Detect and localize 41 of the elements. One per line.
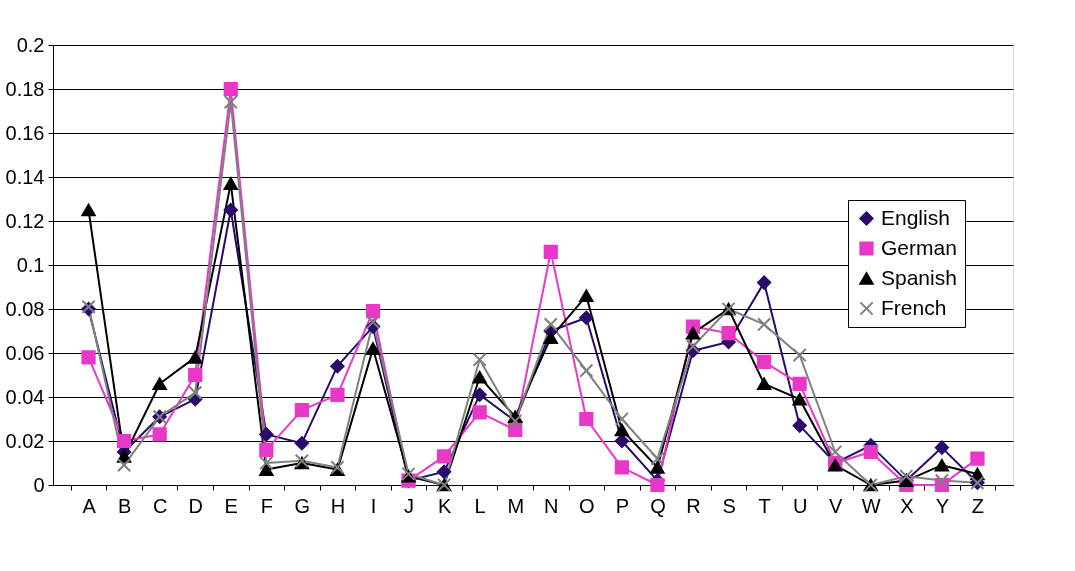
- y-tick-label: 0.1: [16, 253, 45, 276]
- y-tick-label: 0.02: [5, 429, 45, 452]
- x-tick-label: L: [474, 494, 486, 517]
- x-tick-label: F: [260, 494, 273, 517]
- x-tick-label: Q: [650, 494, 666, 517]
- x-tick-label: J: [404, 494, 415, 517]
- x-tick-label: H: [330, 494, 346, 517]
- x-tick-label: B: [117, 494, 132, 517]
- x-tick-label: X: [900, 494, 914, 517]
- y-tick-label: 0.14: [5, 165, 45, 188]
- x-tick-label: Y: [935, 494, 950, 517]
- y-tick-label: 0.06: [5, 341, 45, 364]
- y-tick-label: 0.16: [5, 121, 45, 144]
- x-tick-label: A: [82, 494, 97, 517]
- y-tick-label: 0.04: [5, 385, 45, 408]
- legend-label: German: [881, 235, 957, 259]
- x-tick-label: T: [758, 494, 771, 517]
- x-tick-label: U: [792, 494, 808, 517]
- x-tick-label: K: [437, 494, 452, 517]
- x-tick-label: I: [370, 494, 377, 517]
- x-tick-label: G: [294, 494, 311, 517]
- y-tick-label: 0: [33, 473, 45, 496]
- x-tick-label: N: [544, 494, 559, 517]
- x-tick-label: C: [152, 494, 168, 517]
- x-tick-label: Z: [971, 494, 985, 517]
- x-tick-label: V: [829, 494, 844, 517]
- y-tick-label: 0.18: [5, 77, 45, 100]
- legend-label: English: [881, 205, 950, 229]
- x-tick-label: P: [615, 494, 630, 517]
- x-tick-label: O: [579, 494, 595, 517]
- x-tick-label: E: [224, 494, 238, 517]
- legend-label: Spanish: [881, 265, 957, 289]
- legend-label: French: [881, 295, 947, 319]
- y-tick-label: 0.2: [16, 33, 45, 56]
- x-tick-label: R: [686, 494, 701, 517]
- y-tick-label: 0.08: [5, 297, 45, 320]
- x-tick-label: D: [188, 494, 203, 517]
- x-tick-label: M: [507, 494, 525, 517]
- y-tick-label: 0.12: [5, 209, 45, 232]
- x-tick-label: W: [861, 494, 881, 517]
- x-tick-label: S: [722, 494, 736, 517]
